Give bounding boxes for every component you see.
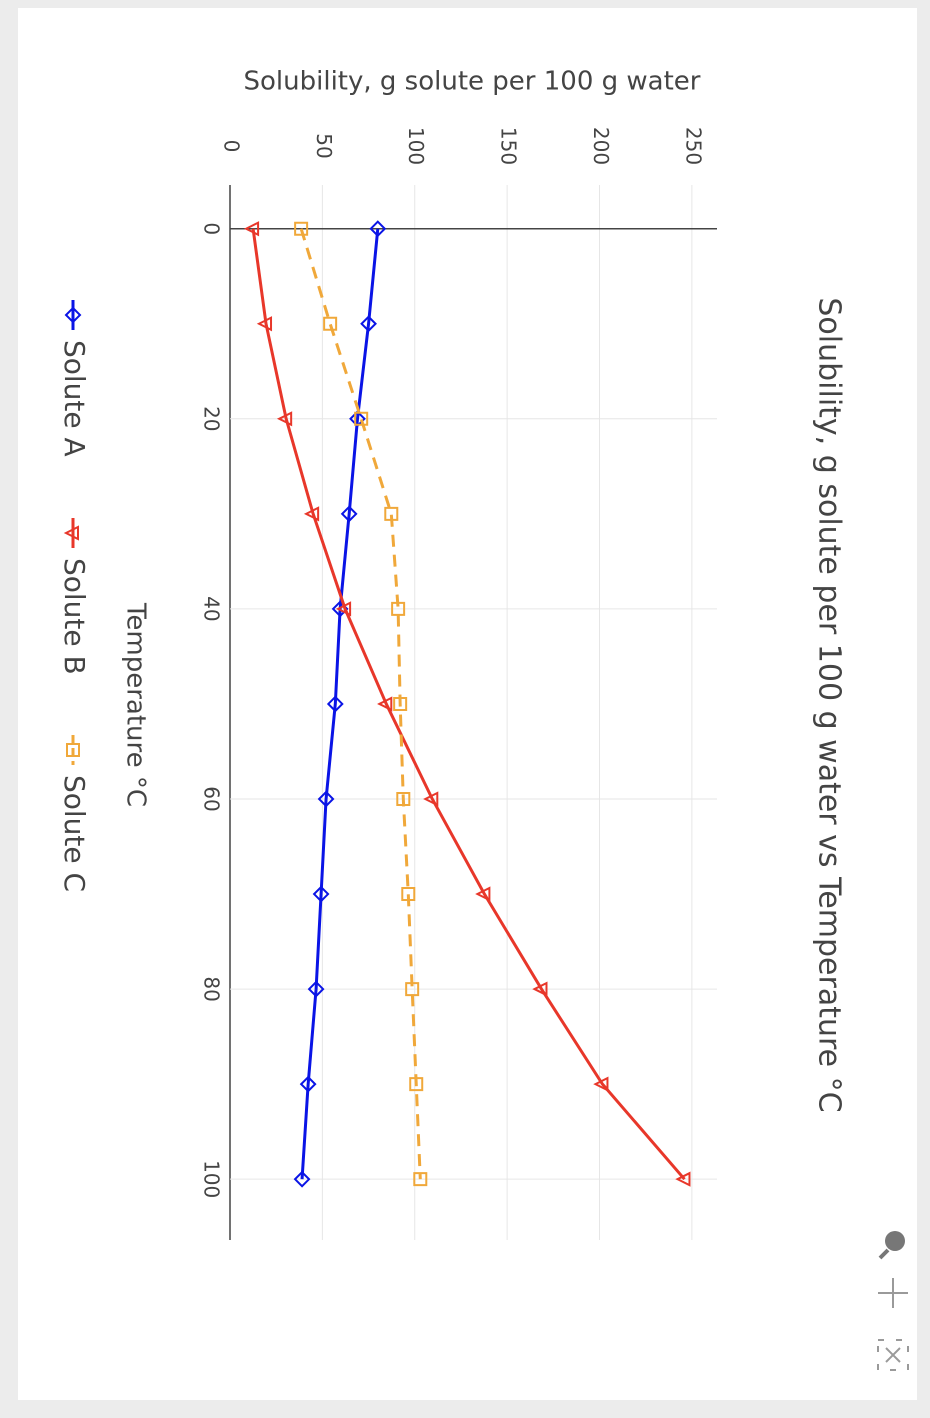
panel bbox=[18, 8, 917, 1400]
marker bbox=[354, 411, 369, 426]
y-tick-label: 250 bbox=[681, 127, 705, 165]
marker bbox=[294, 221, 309, 236]
y-tick-label: 50 bbox=[312, 133, 336, 158]
marker bbox=[349, 410, 366, 428]
x-tick-label: 40 bbox=[200, 596, 224, 621]
modebar[interactable] bbox=[877, 1231, 909, 1371]
marker bbox=[293, 1170, 311, 1188]
marker bbox=[384, 506, 399, 521]
marker bbox=[532, 981, 548, 997]
legend-marker bbox=[63, 525, 79, 541]
x-tick-label: 80 bbox=[200, 976, 224, 1001]
y-axis-title: Solubility, g solute per 100 g water bbox=[244, 67, 701, 97]
zoom-icon[interactable] bbox=[885, 1231, 905, 1251]
marker bbox=[326, 695, 344, 713]
marker bbox=[369, 220, 387, 238]
autoscale-icon[interactable] bbox=[877, 1339, 909, 1371]
marker bbox=[243, 221, 260, 237]
marker bbox=[423, 791, 439, 807]
marker bbox=[413, 1172, 428, 1187]
y-tick-label: 200 bbox=[589, 127, 613, 165]
legend-label: Solute B bbox=[58, 558, 91, 675]
marker bbox=[299, 1075, 317, 1093]
marker bbox=[393, 696, 408, 711]
legend-label: Solute A bbox=[58, 340, 91, 457]
marker bbox=[256, 316, 273, 332]
y-tick-label: 150 bbox=[497, 127, 521, 165]
marker bbox=[335, 601, 352, 617]
series-line bbox=[299, 228, 422, 1180]
marker bbox=[401, 887, 416, 902]
marker bbox=[391, 601, 406, 616]
x-tick-label: 60 bbox=[200, 786, 224, 811]
x-tick-label: 100 bbox=[200, 1160, 224, 1198]
marker bbox=[409, 1077, 424, 1092]
marker bbox=[317, 790, 335, 808]
y-tick-label: 100 bbox=[404, 127, 428, 165]
marker bbox=[307, 980, 325, 998]
marker bbox=[276, 411, 293, 427]
chart-title: Solubility, g solute per 100 g water vs … bbox=[812, 297, 847, 1112]
series-line bbox=[300, 228, 380, 1180]
marker bbox=[303, 506, 320, 522]
marker bbox=[396, 791, 411, 806]
marker bbox=[323, 316, 338, 331]
marker bbox=[377, 696, 393, 712]
marker bbox=[675, 1171, 691, 1187]
y-tick-label: 0 bbox=[220, 140, 244, 153]
x-axis-title: Temperature °C bbox=[121, 602, 151, 807]
legend-marker bbox=[64, 306, 82, 324]
marker bbox=[405, 982, 420, 997]
legend-marker bbox=[66, 743, 80, 757]
x-tick-label: 20 bbox=[200, 406, 224, 431]
legend-label: Solute C bbox=[58, 775, 91, 892]
zoom-handle bbox=[878, 1248, 890, 1260]
x-tick-label: 0 bbox=[200, 222, 224, 235]
marker bbox=[593, 1076, 609, 1092]
marker bbox=[475, 886, 491, 902]
marker bbox=[340, 505, 358, 523]
autoscale-x bbox=[885, 1347, 901, 1363]
marker bbox=[312, 885, 330, 903]
pan-icon[interactable] bbox=[878, 1278, 908, 1308]
series-line bbox=[251, 228, 686, 1181]
marker bbox=[360, 315, 377, 333]
